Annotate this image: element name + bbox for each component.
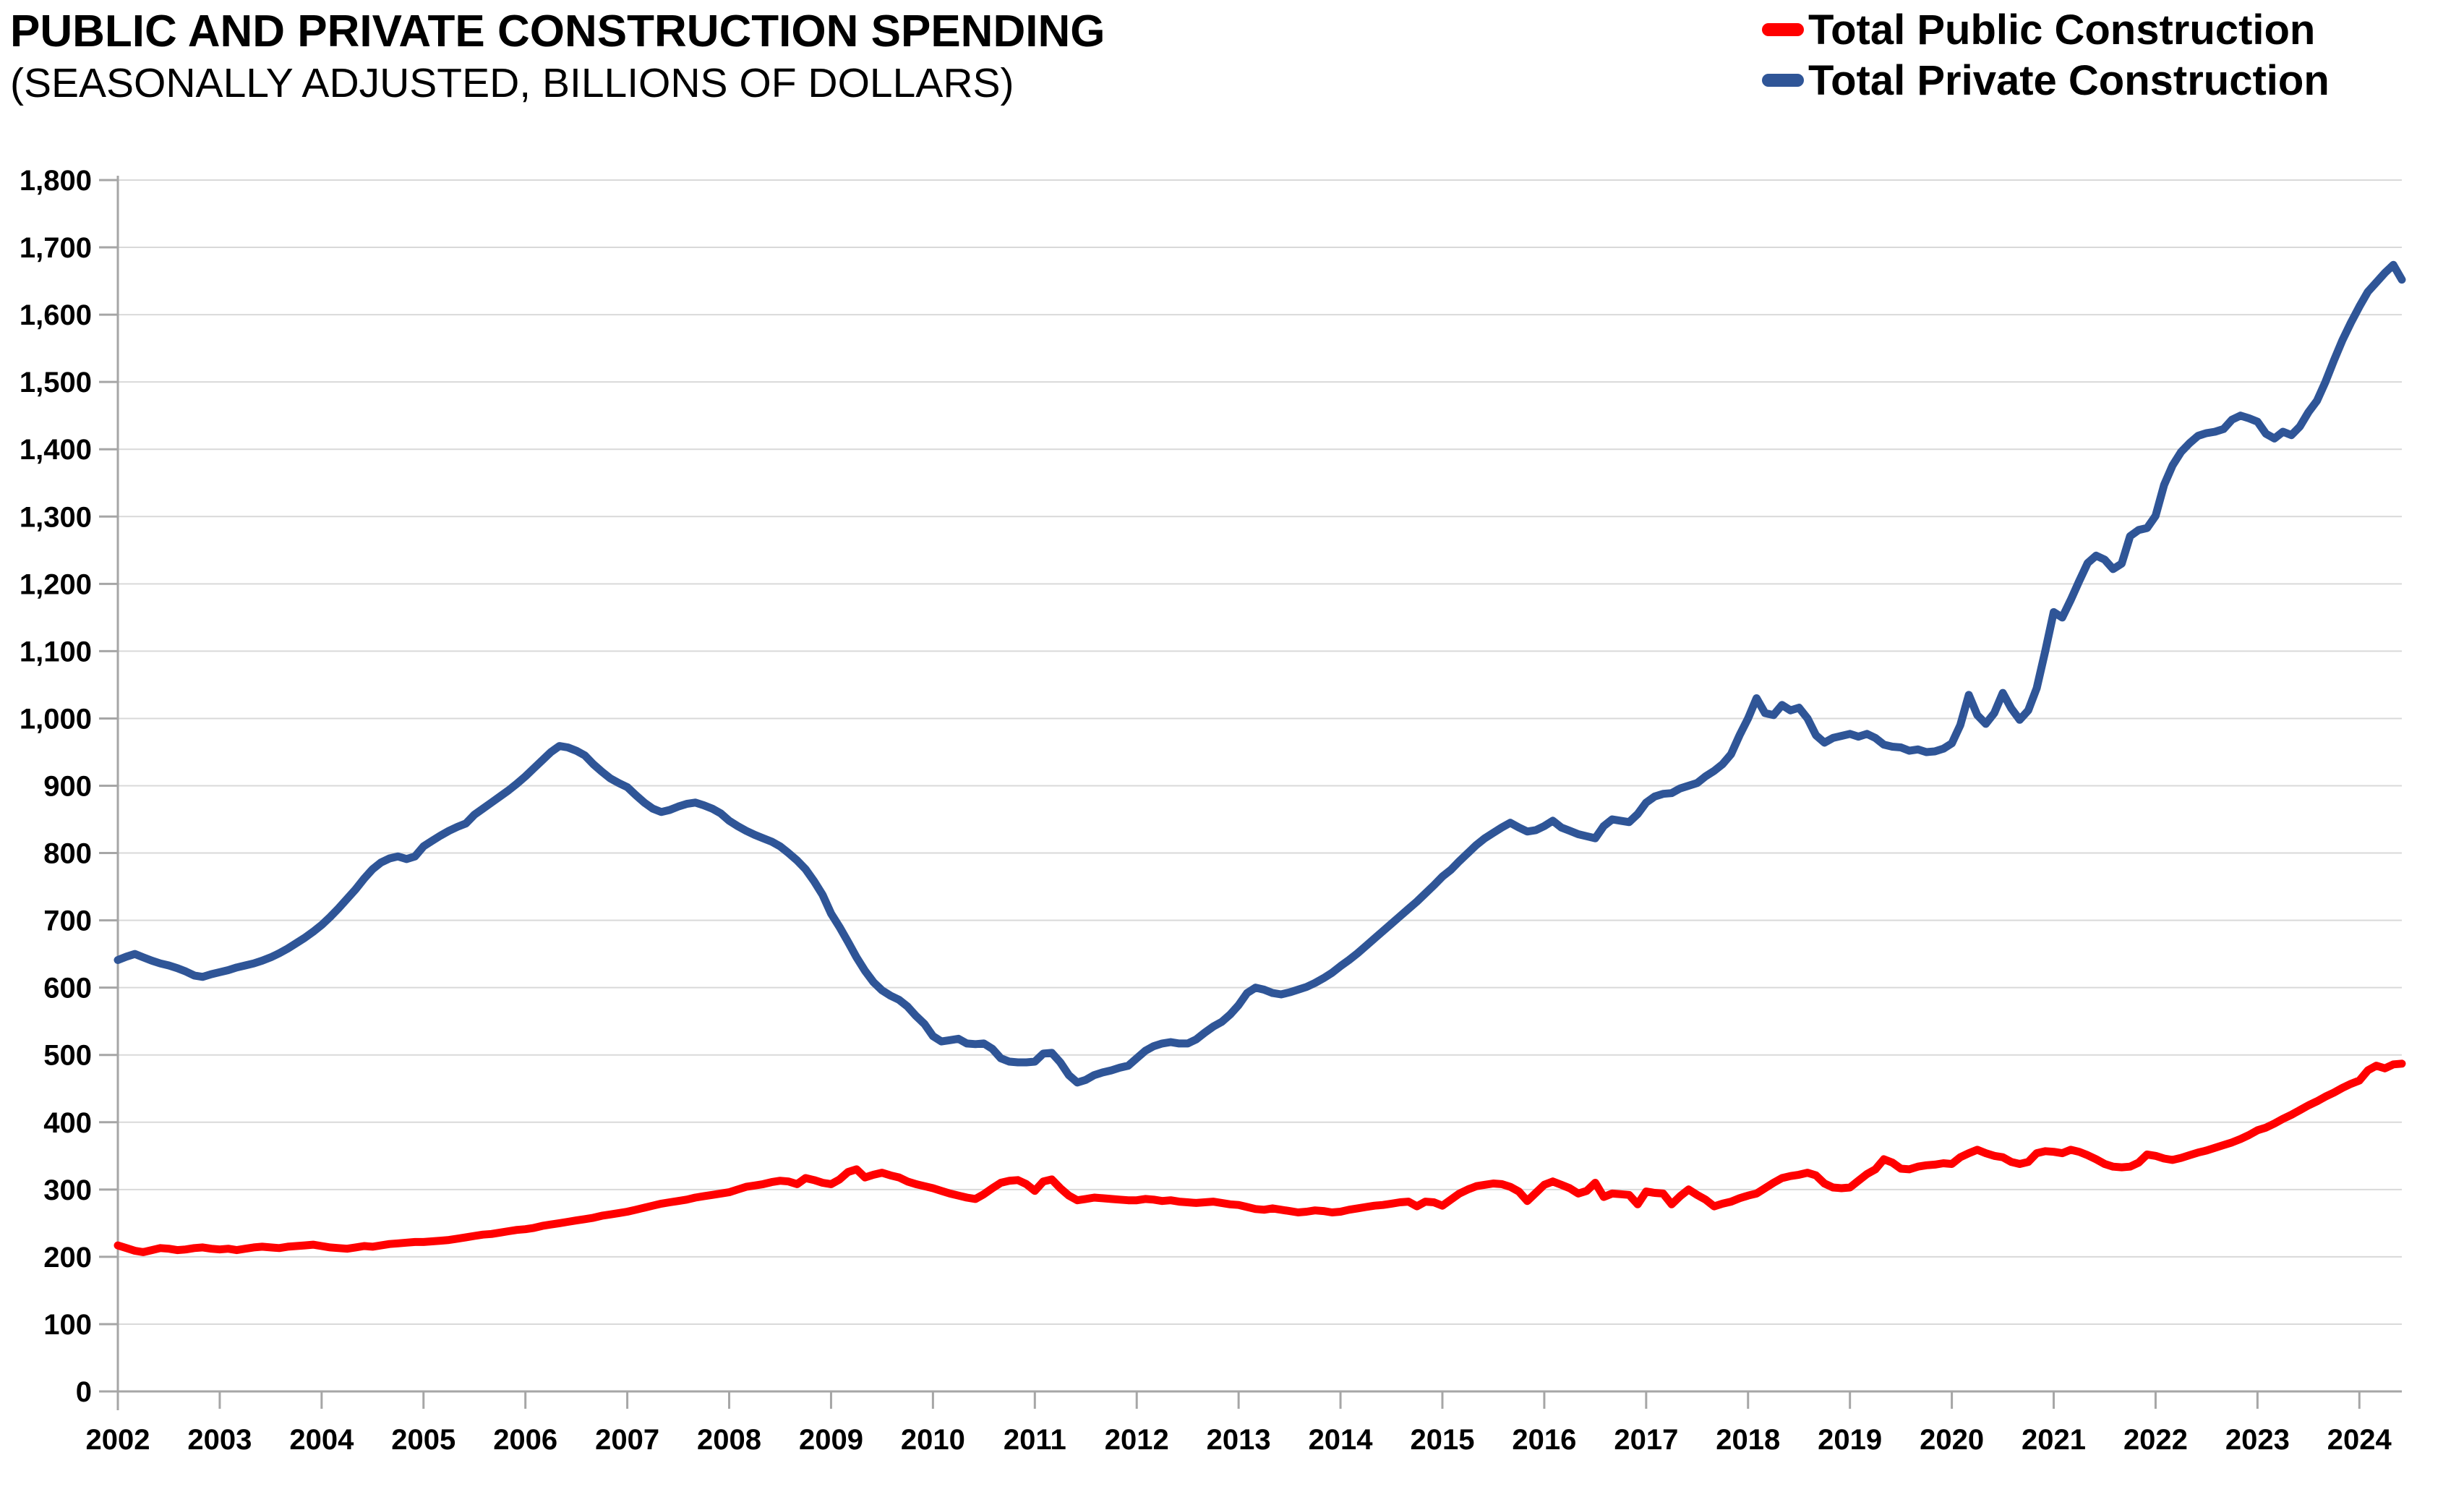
x-axis-label: 2005 bbox=[391, 1424, 455, 1456]
y-axis-label: 100 bbox=[43, 1309, 92, 1341]
x-axis-label: 2010 bbox=[901, 1424, 965, 1456]
x-axis-label: 2024 bbox=[2327, 1424, 2392, 1456]
chart-subtitle: (SEASONALLY ADJUSTED, BILLIONS OF DOLLAR… bbox=[10, 60, 1014, 106]
x-axis-label: 2012 bbox=[1105, 1424, 1169, 1456]
x-axis-label: 2015 bbox=[1410, 1424, 1474, 1456]
y-axis-label: 400 bbox=[43, 1107, 92, 1139]
y-axis-label: 1,000 bbox=[20, 703, 92, 735]
private-series-swatch-icon bbox=[1762, 74, 1804, 87]
y-axis-label: 1,100 bbox=[20, 636, 92, 668]
x-axis-label: 2019 bbox=[1818, 1424, 1882, 1456]
y-axis-label: 1,700 bbox=[20, 232, 92, 264]
total-public-construction-line bbox=[114, 1059, 2406, 1256]
x-axis-label: 2017 bbox=[1614, 1424, 1678, 1456]
x-axis-label: 2016 bbox=[1512, 1424, 1576, 1456]
x-axis-label: 2007 bbox=[595, 1424, 659, 1456]
y-axis-label: 200 bbox=[43, 1242, 92, 1274]
y-axis-label: 1,400 bbox=[20, 434, 92, 466]
x-axis-label: 2003 bbox=[187, 1424, 252, 1456]
y-axis-label: 600 bbox=[43, 973, 92, 1005]
x-axis-label: 2014 bbox=[1309, 1424, 1374, 1456]
x-axis-label: 2002 bbox=[86, 1424, 150, 1456]
x-axis-label: 2011 bbox=[1004, 1424, 1066, 1456]
x-axis-label: 2009 bbox=[799, 1424, 863, 1456]
legend: Total Public Construction Total Private … bbox=[1762, 6, 2330, 104]
y-axis-label: 900 bbox=[43, 771, 92, 803]
x-axis-label: 2018 bbox=[1716, 1424, 1780, 1456]
legend-label-public: Total Public Construction bbox=[1808, 6, 2316, 54]
legend-label-private: Total Private Construction bbox=[1808, 56, 2330, 104]
x-axis-label: 2013 bbox=[1207, 1424, 1271, 1456]
y-axis-label: 1,500 bbox=[20, 367, 92, 398]
x-axis-label: 2006 bbox=[493, 1424, 557, 1456]
x-axis-label: 2020 bbox=[1920, 1424, 1984, 1456]
legend-item-private: Total Private Construction bbox=[1762, 56, 2330, 104]
x-axis-label: 2023 bbox=[2225, 1424, 2290, 1456]
x-axis-label: 2022 bbox=[2123, 1424, 2188, 1456]
legend-item-public: Total Public Construction bbox=[1762, 6, 2330, 54]
y-axis-label: 700 bbox=[43, 905, 92, 937]
y-axis-label: 300 bbox=[43, 1174, 92, 1206]
y-axis-label: 1,300 bbox=[20, 501, 92, 533]
y-axis-label: 1,600 bbox=[20, 299, 92, 331]
public-series-swatch-icon bbox=[1762, 23, 1804, 36]
x-axis-label: 2008 bbox=[697, 1424, 761, 1456]
x-axis-label: 2021 bbox=[2022, 1424, 2086, 1456]
chart-title: PUBLIC AND PRIVATE CONSTRUCTION SPENDING bbox=[10, 7, 1105, 56]
y-axis-label: 800 bbox=[43, 838, 92, 870]
y-axis-label: 500 bbox=[43, 1040, 92, 1072]
y-axis-label: 1,800 bbox=[20, 165, 92, 197]
x-axis-label: 2004 bbox=[289, 1424, 354, 1456]
total-private-construction-line bbox=[114, 260, 2406, 1087]
y-axis-label: 0 bbox=[76, 1376, 92, 1408]
y-axis-label: 1,200 bbox=[20, 568, 92, 600]
